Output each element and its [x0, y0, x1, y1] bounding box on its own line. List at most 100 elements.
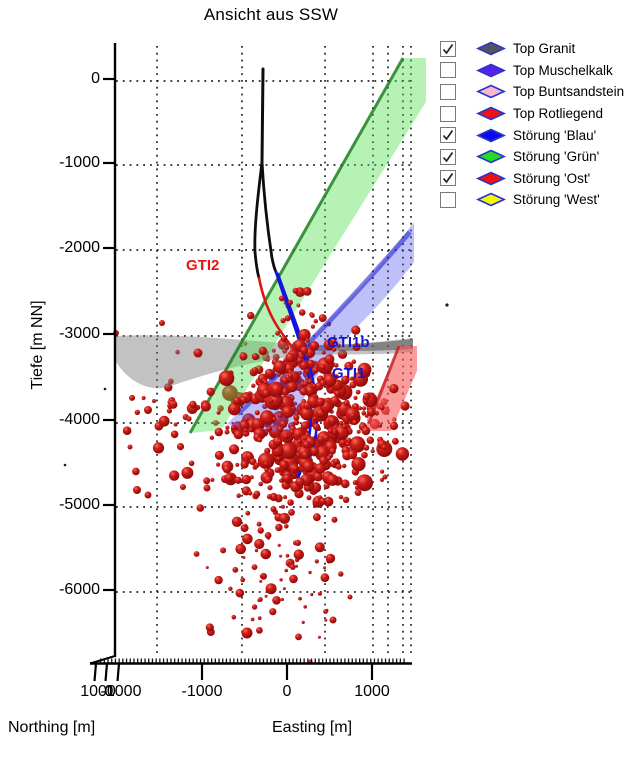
- seismic-event: [307, 378, 313, 384]
- seismic-event: [233, 429, 244, 440]
- seismic-event: [272, 436, 283, 447]
- seismic-event: [323, 566, 327, 570]
- seismic-event: [257, 437, 263, 443]
- far-event-dot: [63, 463, 67, 467]
- seismic-event: [366, 407, 376, 417]
- seismic-event: [296, 432, 300, 437]
- seismic-event: [253, 490, 261, 498]
- seismic-event: [342, 424, 347, 430]
- seismic-event: [333, 374, 339, 380]
- seismic-event: [356, 429, 361, 434]
- seismic-event: [127, 444, 133, 450]
- legend-checkbox[interactable]: [440, 170, 456, 187]
- seismic-event: [266, 494, 273, 500]
- seismic-event: [327, 428, 334, 434]
- layer-diamond-icon: [476, 106, 506, 121]
- seismic-event: [319, 456, 328, 465]
- seismic-event: [389, 421, 399, 431]
- seismic-event: [323, 609, 328, 614]
- seismic-event: [350, 413, 356, 419]
- easting-tick-label: 0: [282, 683, 292, 700]
- legend-label: Störung 'West': [513, 192, 600, 208]
- seismic-event: [258, 346, 268, 356]
- seismic-event: [283, 434, 289, 439]
- legend-row: Störung 'West': [440, 189, 624, 211]
- northing-tick-label: -1000: [100, 683, 142, 700]
- seismic-event: [305, 385, 316, 396]
- layer-diamond-icon: [476, 171, 506, 186]
- depth-tick-label: -4000: [59, 411, 100, 428]
- seismic-event: [144, 406, 152, 414]
- seismic-event: [260, 548, 272, 560]
- seismic-event: [188, 460, 195, 467]
- legend-label: Top Granit: [513, 41, 576, 57]
- seismic-event: [284, 568, 289, 573]
- seismic-event: [152, 442, 165, 454]
- axis-corner: [89, 654, 116, 665]
- legend-checkbox[interactable]: [440, 148, 456, 165]
- legend-label: Störung 'Grün': [513, 149, 600, 165]
- seismic-event: [280, 335, 287, 342]
- seismic-event: [310, 592, 314, 597]
- seismic-event: [300, 406, 314, 421]
- seismic-event: [200, 401, 211, 412]
- legend-checkbox[interactable]: [440, 83, 456, 100]
- seismic-event: [303, 401, 312, 410]
- seismic-event: [265, 357, 270, 362]
- seismic-event: [296, 303, 301, 308]
- northing-axis-label: Northing [m]: [8, 719, 96, 736]
- seismic-event: [366, 436, 374, 444]
- annotation-gti1b: GTI1b: [327, 334, 370, 351]
- legend-checkbox[interactable]: [440, 127, 456, 144]
- plane-core: [290, 339, 413, 351]
- depth-tick-label: -1000: [59, 154, 100, 171]
- seismic-event: [132, 467, 140, 476]
- legend-checkbox[interactable]: [440, 62, 456, 79]
- legend-label: Top Buntsandstein: [513, 84, 625, 100]
- seismic-event: [239, 420, 250, 431]
- legend-row: Störung 'Grün': [440, 146, 624, 168]
- seismic-event: [133, 486, 141, 494]
- seismic-event: [340, 440, 346, 446]
- seismic-event: [317, 591, 322, 596]
- seismic-event: [264, 467, 269, 473]
- legend-row: Top Muschelkalk: [440, 60, 624, 82]
- legend-checkbox[interactable]: [440, 105, 456, 122]
- seismic-event: [236, 493, 241, 499]
- seismic-event: [330, 396, 340, 406]
- seismic-event: [352, 480, 358, 486]
- seismic-event: [239, 396, 248, 404]
- seismic-event: [181, 466, 194, 479]
- seismic-event: [271, 348, 276, 353]
- seismic-event: [284, 315, 291, 322]
- seismic-event: [279, 420, 288, 429]
- seismic-event: [306, 495, 312, 501]
- seismic-event: [277, 412, 283, 418]
- seismic-event: [231, 424, 237, 430]
- seismic-event: [231, 516, 243, 527]
- seismic-event: [338, 420, 344, 426]
- depth-tick-label: -5000: [59, 496, 100, 513]
- seismic-event: [295, 564, 298, 568]
- seismic-event: [279, 478, 284, 483]
- legend: Top Granit Top Muschelkalk Top Buntsandste…: [440, 38, 624, 211]
- seismic-event: [272, 416, 277, 422]
- legend-row: Top Buntsandstein: [440, 81, 624, 103]
- seismic-event: [293, 419, 300, 426]
- seismic-event: [196, 504, 205, 512]
- seismic-event: [347, 594, 353, 600]
- seismic-event: [338, 494, 344, 500]
- seismic-event: [251, 353, 259, 361]
- legend-checkbox[interactable]: [440, 191, 456, 208]
- seismic-event: [242, 533, 253, 545]
- seismic-event: [244, 417, 249, 422]
- seismic-event: [343, 399, 350, 406]
- seismic-event: [265, 583, 277, 595]
- seismic-event: [186, 416, 192, 422]
- seismic-event: [251, 383, 256, 388]
- seismic-event: [206, 387, 215, 396]
- seismic-event: [193, 348, 203, 358]
- seismic-event: [280, 318, 286, 324]
- legend-checkbox[interactable]: [440, 40, 456, 57]
